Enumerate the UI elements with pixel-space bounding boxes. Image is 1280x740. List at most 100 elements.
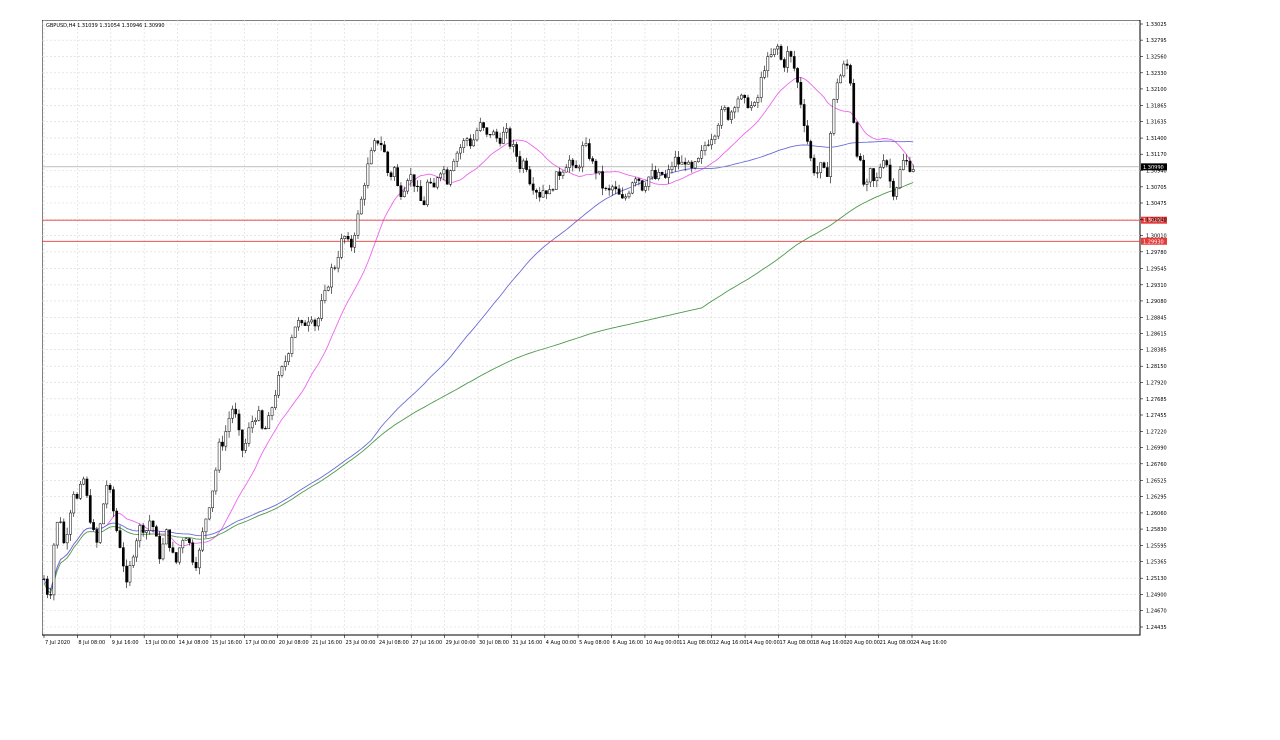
candle-body	[419, 186, 423, 201]
candle-body	[112, 489, 115, 512]
candle-body	[488, 134, 492, 136]
candle-body	[502, 131, 505, 144]
candle-body	[545, 190, 548, 195]
candle-body	[270, 407, 274, 416]
candle-body	[62, 521, 66, 544]
candle-body	[340, 238, 343, 258]
x-tick-label: 9 Jul 16:00	[112, 640, 139, 646]
candle-body	[297, 320, 300, 328]
current-price-label: 1.30990	[1143, 165, 1164, 171]
y-tick-label: 1.28150	[1146, 364, 1167, 370]
candle-body	[214, 469, 218, 492]
candle-body	[174, 552, 178, 563]
candle-body	[786, 51, 789, 68]
y-tick-label: 1.30475	[1146, 201, 1167, 207]
candle-body	[92, 522, 95, 530]
candle-body	[207, 507, 211, 520]
candle-body	[726, 107, 730, 120]
candle-body	[184, 538, 188, 541]
candle-body	[260, 410, 264, 429]
candle-body	[274, 394, 277, 409]
candle-body	[201, 531, 204, 551]
candle-body	[211, 490, 214, 509]
candle-body	[829, 133, 832, 177]
candle-body	[313, 319, 317, 327]
candle-body	[422, 200, 426, 206]
candle-body	[647, 176, 651, 187]
candle-body	[763, 70, 766, 78]
candle-body	[839, 75, 842, 84]
candle-body	[412, 174, 416, 187]
candle-body	[617, 188, 621, 195]
price-level-label: 1.29930	[1143, 239, 1164, 245]
candle-body	[878, 167, 882, 178]
candle-body	[145, 530, 148, 533]
x-tick-label: 20 Aug 00:00	[846, 640, 880, 646]
x-tick-label: 4 Aug 00:00	[546, 640, 577, 646]
candle-body	[746, 97, 750, 109]
candle-body	[402, 190, 406, 198]
candle-body	[125, 565, 128, 583]
x-tick-label: 30 Jul 08:00	[479, 640, 509, 646]
candle-body	[254, 419, 257, 422]
x-tick-label: 17 Aug 08:00	[779, 640, 813, 646]
candle-body	[875, 177, 879, 182]
y-tick-label: 1.25365	[1146, 560, 1167, 566]
candle-body	[911, 169, 915, 172]
candle-body	[591, 158, 594, 162]
candle-body	[42, 578, 46, 580]
price-chart[interactable]: 1.30230 1.29930 1.30990 1.33025 1.32795 1.32…	[41, 19, 1168, 665]
candle-body	[640, 180, 644, 191]
candle-body	[492, 131, 495, 136]
candle-body	[485, 127, 489, 135]
candle-body	[138, 525, 142, 542]
candle-body	[716, 124, 720, 137]
y-tick-label: 1.29080	[1146, 299, 1167, 305]
x-tick-label: 31 Jul 16:00	[512, 640, 542, 646]
candle-body	[178, 547, 181, 563]
candle-body	[541, 190, 545, 198]
x-tick-label: 10 Aug 00:00	[646, 640, 680, 646]
candle-body	[667, 169, 671, 178]
candle-body	[614, 186, 618, 190]
y-tick-label: 1.32100	[1146, 87, 1167, 93]
candle-body	[432, 182, 436, 188]
candle-body	[307, 321, 310, 326]
candle-body	[759, 77, 763, 98]
candle-body	[855, 122, 859, 157]
candle-body	[316, 318, 320, 327]
candle-body	[601, 171, 604, 189]
y-tick-label: 1.26525	[1146, 478, 1167, 484]
candle-body	[475, 130, 479, 141]
candle-body	[697, 158, 700, 162]
candle-body	[445, 169, 449, 185]
y-tick-label: 1.24670	[1146, 609, 1167, 615]
candle-body	[723, 107, 727, 110]
candle-body	[188, 538, 191, 543]
candle-body	[773, 48, 776, 55]
candle-body	[901, 160, 905, 170]
y-tick-label: 1.25830	[1146, 527, 1167, 533]
candle-body	[330, 267, 333, 288]
candle-body	[55, 522, 59, 546]
x-tick-label: 17 Jul 00:00	[245, 640, 275, 646]
candle-body	[217, 441, 221, 471]
candle-body	[511, 144, 515, 147]
chart-svg[interactable]: 1.30230 1.29930 1.30990 1.33025 1.32795 1.32…	[41, 19, 1168, 665]
y-tick-label: 1.26990	[1146, 446, 1167, 452]
candle-body	[538, 192, 542, 198]
candle-body	[452, 160, 456, 171]
candle-body	[168, 529, 171, 548]
y-tick-label: 1.24900	[1146, 592, 1167, 598]
candle-body	[164, 529, 168, 545]
candle-body	[551, 189, 555, 191]
candle-body	[578, 166, 581, 169]
candle-body	[548, 189, 552, 195]
candle-body	[118, 530, 122, 548]
candle-body	[888, 164, 892, 182]
candle-body	[247, 427, 251, 444]
candle-body	[710, 139, 713, 146]
y-tick-label: 1.27220	[1146, 429, 1167, 435]
candle-body	[842, 63, 846, 77]
candle-body	[379, 142, 383, 146]
